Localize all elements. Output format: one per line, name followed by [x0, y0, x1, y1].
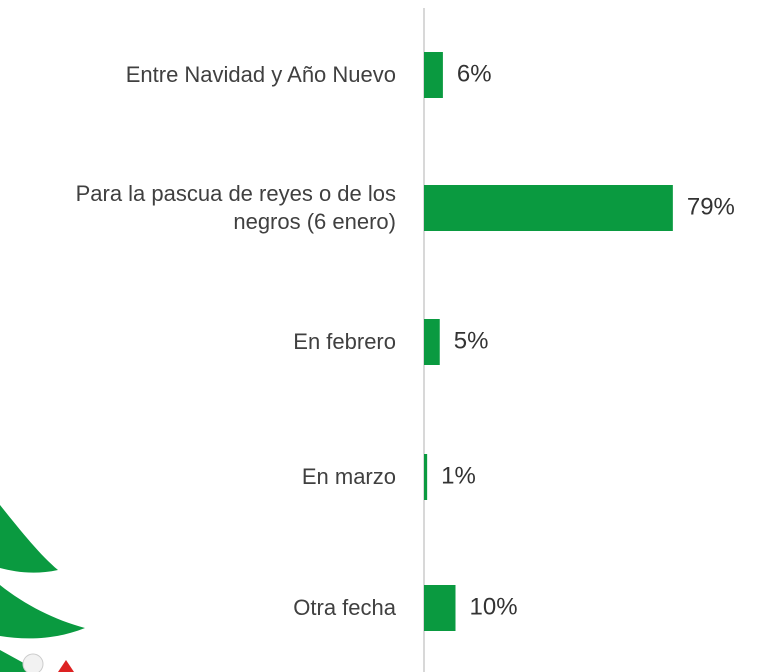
category-label: Entre Navidad y Año Nuevo — [10, 61, 396, 89]
category-label: En febrero — [10, 328, 396, 356]
page: 6%79%5%1%10% (() => { const data = JSON.… — [0, 0, 757, 672]
bar — [424, 585, 456, 631]
category-label: En marzo — [10, 463, 396, 491]
value-label: 1% — [441, 462, 476, 489]
value-label: 10% — [470, 593, 518, 620]
bar — [424, 454, 427, 500]
bar — [424, 319, 440, 365]
bar — [424, 185, 673, 231]
value-label: 5% — [454, 327, 489, 354]
value-label: 79% — [687, 193, 735, 220]
category-label: Para la pascua de reyes o de los negros … — [10, 180, 396, 236]
category-label: Otra fecha — [10, 594, 396, 622]
bar — [424, 52, 443, 98]
tree-decoration — [0, 505, 85, 672]
value-label: 6% — [457, 60, 492, 87]
